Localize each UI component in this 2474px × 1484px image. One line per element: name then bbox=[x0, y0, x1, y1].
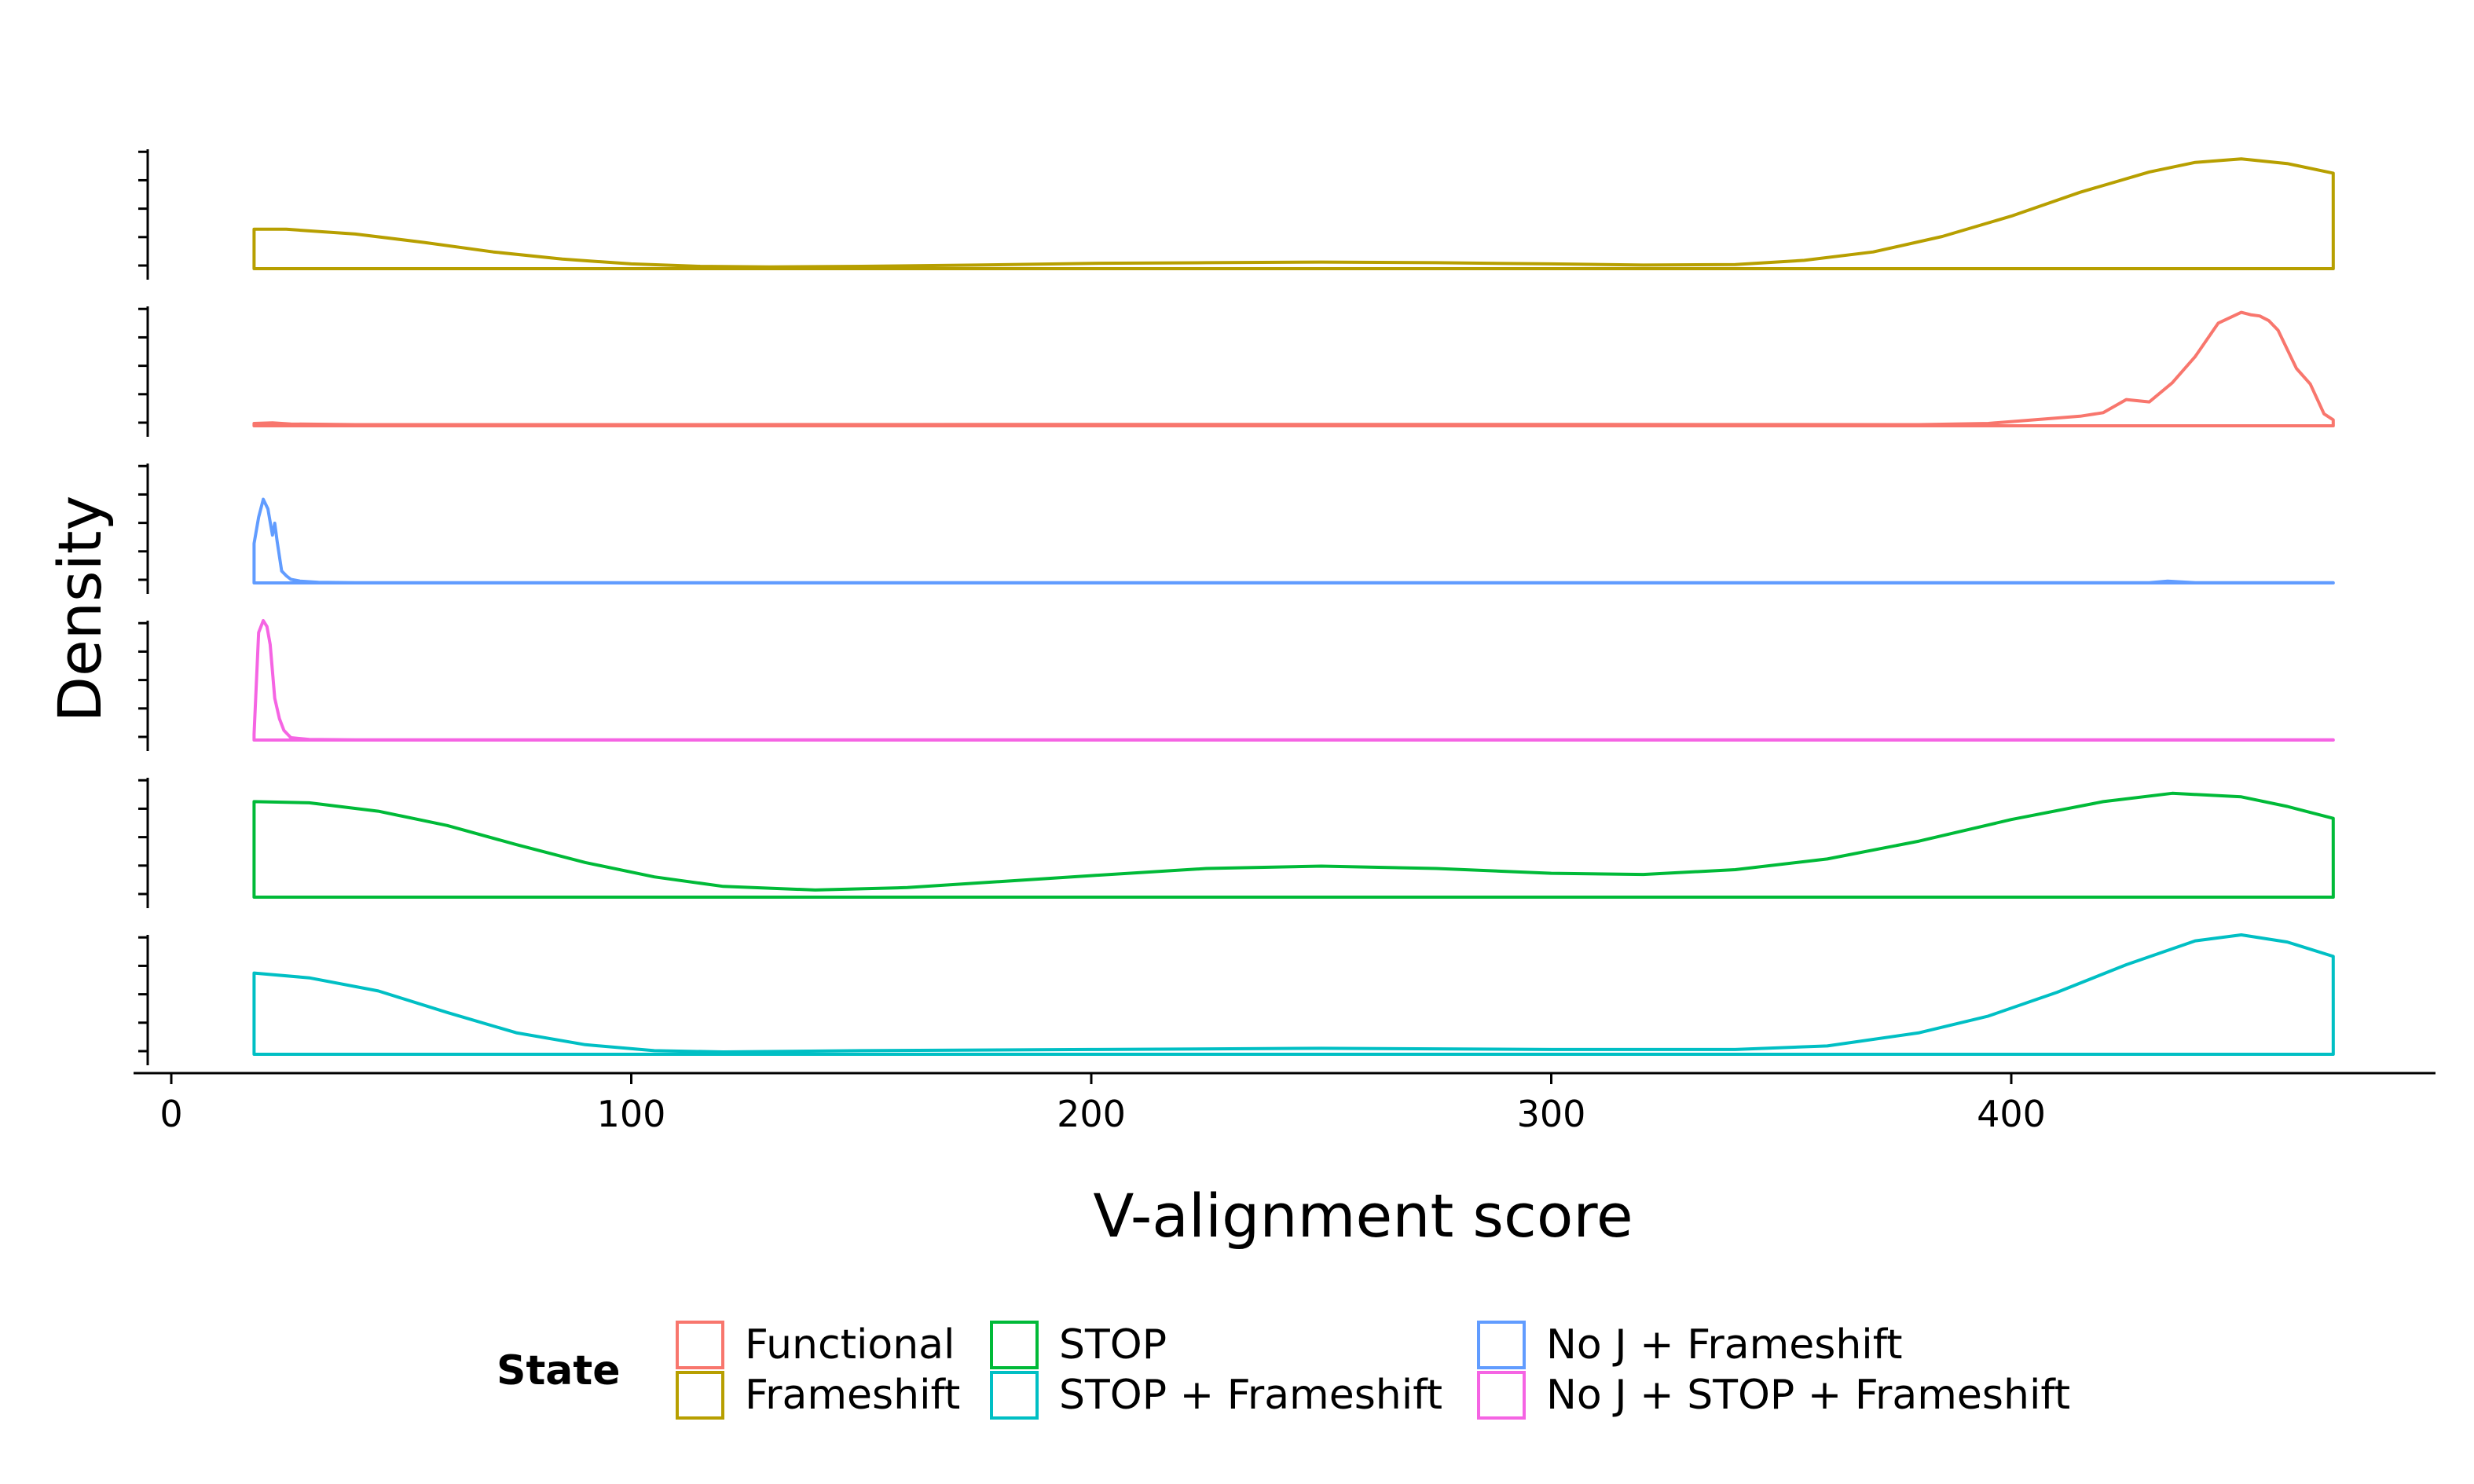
legend-label: No J + Frameshift bbox=[1546, 1321, 1903, 1369]
legend-swatch bbox=[676, 1321, 724, 1369]
x-tick-label: 400 bbox=[1977, 1093, 2046, 1135]
x-tick-label: 100 bbox=[597, 1093, 666, 1135]
legend-item-stop: STOP bbox=[990, 1321, 1167, 1369]
panel-frameshift bbox=[138, 149, 2335, 280]
legend-swatch bbox=[676, 1371, 724, 1420]
y-axis-label: Density bbox=[45, 496, 115, 723]
density-curve-stop-frameshift bbox=[252, 933, 2335, 1056]
legend-swatch bbox=[990, 1321, 1039, 1369]
panel-no-j-stop-frameshift bbox=[138, 619, 2335, 751]
density-curve-no-j-stop-frameshift bbox=[252, 619, 2335, 742]
legend-swatch bbox=[990, 1371, 1039, 1420]
panel-stop bbox=[138, 778, 2335, 908]
density-curve-frameshift bbox=[252, 157, 2335, 270]
panel-no-j-frameshift bbox=[138, 464, 2335, 594]
legend-label: Frameshift bbox=[745, 1372, 960, 1419]
panel-functional bbox=[138, 306, 2335, 437]
legend-label: No J + STOP + Frameshift bbox=[1546, 1372, 2070, 1419]
density-curve-functional bbox=[252, 310, 2335, 427]
legend-label: STOP bbox=[1059, 1321, 1167, 1369]
density-panels bbox=[138, 149, 2335, 1065]
legend-item-stop-frameshift: STOP + Frameshift bbox=[990, 1371, 1442, 1420]
legend-item-frameshift: Frameshift bbox=[676, 1371, 960, 1420]
legend-item-no-j-stop-frameshift: No J + STOP + Frameshift bbox=[1477, 1371, 2070, 1420]
x-tick-label: 300 bbox=[1517, 1093, 1586, 1135]
legend-swatch bbox=[1477, 1371, 1526, 1420]
legend-title: State bbox=[497, 1347, 621, 1394]
density-curve-no-j-frameshift bbox=[252, 497, 2335, 584]
legend-label: STOP + Frameshift bbox=[1059, 1372, 1442, 1419]
x-axis-ticks: 0 100 200 300 400 bbox=[159, 1073, 2046, 1135]
panel-stop-frameshift bbox=[138, 933, 2335, 1065]
legend-item-functional: Functional bbox=[676, 1321, 955, 1369]
x-tick-label: 200 bbox=[1057, 1093, 1126, 1135]
legend-label: Functional bbox=[745, 1321, 955, 1369]
x-tick-label: 0 bbox=[159, 1093, 182, 1135]
density-curve-stop bbox=[252, 791, 2335, 899]
legend-item-no-j-frameshift: No J + Frameshift bbox=[1477, 1321, 1903, 1369]
legend-swatch bbox=[1477, 1321, 1526, 1369]
x-axis-label: V-alignment score bbox=[1093, 1181, 1633, 1251]
